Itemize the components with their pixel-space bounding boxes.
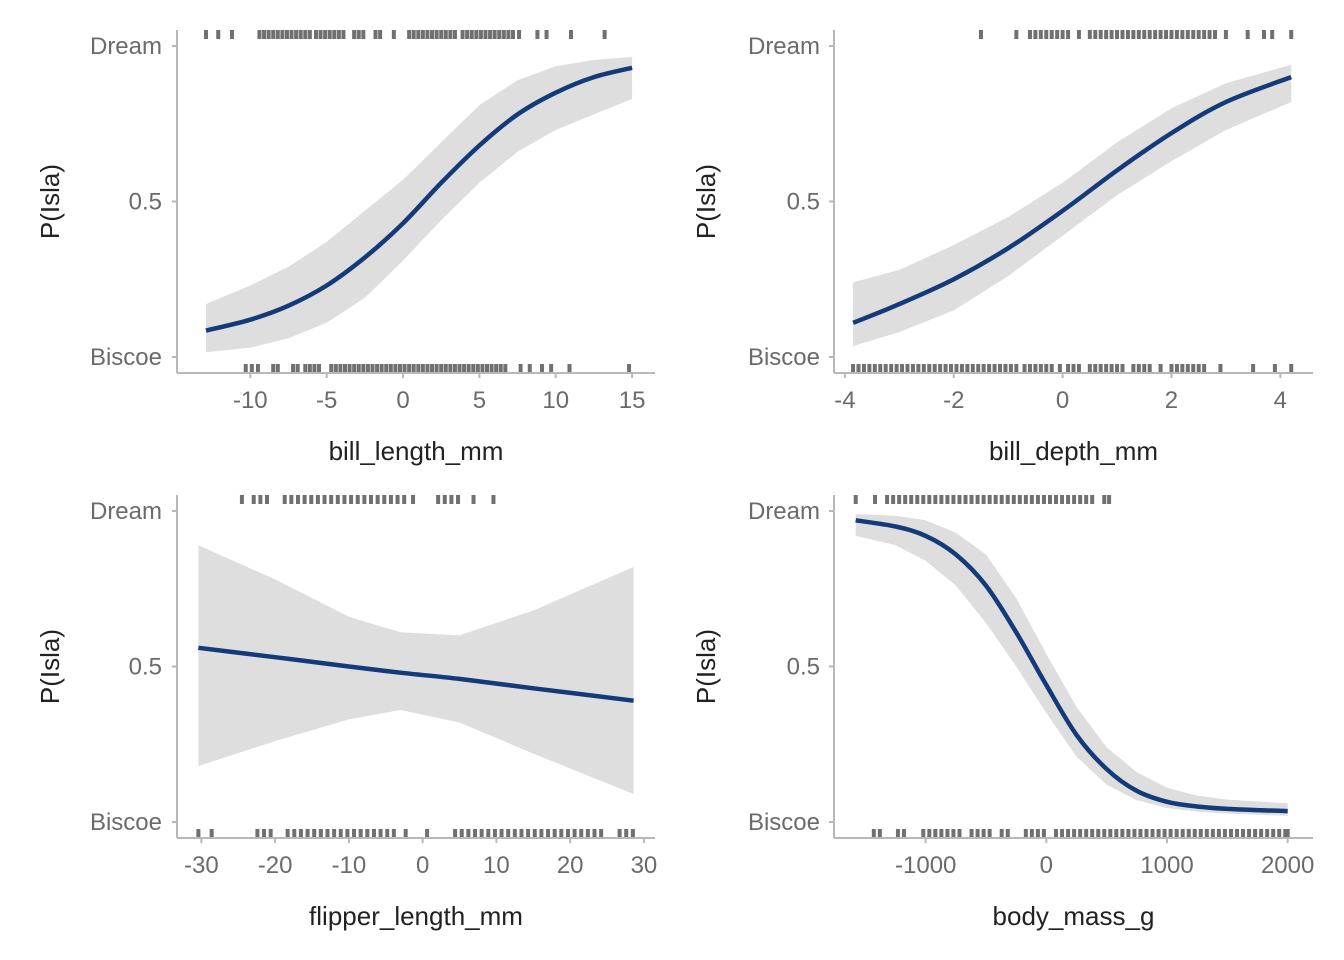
x-tick-label: 1000 bbox=[1140, 852, 1193, 879]
chart-panel-3: -30 -20 -10 0 10 20 30 Biscoe 0.5 Dream flipper_le… bbox=[35, 495, 657, 931]
y-tick-label: Biscoe bbox=[748, 344, 820, 371]
y-tick-label: 0.5 bbox=[787, 654, 820, 681]
y-tick-label: 0.5 bbox=[129, 189, 162, 216]
x-tick-label: 15 bbox=[619, 387, 646, 414]
x-tick-label: 4 bbox=[1274, 387, 1287, 414]
x-tick-label: 0 bbox=[396, 387, 409, 414]
fitted-probability-line bbox=[205, 65, 633, 333]
x-tick-label: 10 bbox=[542, 387, 569, 414]
x-tick-label: 20 bbox=[557, 852, 584, 879]
x-axis-title: body_mass_g bbox=[993, 901, 1155, 931]
x-tick-label: -30 bbox=[184, 852, 219, 879]
fitted-probability-line bbox=[852, 74, 1292, 325]
x-tick-label: 30 bbox=[631, 852, 658, 879]
x-tick-label: 10 bbox=[483, 852, 510, 879]
chart-panel-4: -1000 0 1000 2000 Biscoe 0.5 Dream body_mass_g P… bbox=[691, 495, 1314, 931]
y-tick-label: Dream bbox=[90, 498, 162, 525]
y-tick-label: Biscoe bbox=[90, 344, 162, 371]
y-axis-title: P(Isla) bbox=[691, 629, 721, 704]
x-tick-label: 0 bbox=[1040, 852, 1053, 879]
x-tick-label: 0 bbox=[416, 852, 429, 879]
chart-panel-1: -10 -5 0 5 10 15 Biscoe 0.5 Dream bill_length_mm P… bbox=[35, 30, 655, 466]
x-tick-label: -10 bbox=[233, 387, 268, 414]
y-tick-label: 0.5 bbox=[129, 654, 162, 681]
x-tick-label: -10 bbox=[332, 852, 367, 879]
fitted-probability-line bbox=[198, 645, 634, 703]
x-tick-label: 2000 bbox=[1261, 852, 1314, 879]
fitted-probability-line bbox=[855, 518, 1288, 814]
y-tick-label: Dream bbox=[748, 498, 820, 525]
y-axis-title: P(Isla) bbox=[35, 164, 65, 239]
y-axis-title: P(Isla) bbox=[35, 629, 65, 704]
x-axis-title: bill_depth_mm bbox=[989, 436, 1158, 466]
x-axis-title: bill_length_mm bbox=[329, 436, 504, 466]
x-axis-title: flipper_length_mm bbox=[309, 901, 523, 931]
chart-panel-2: -4 -2 0 2 4 Biscoe 0.5 Dream bill_depth_mm P(Isla… bbox=[691, 30, 1313, 466]
x-tick-label: 2 bbox=[1165, 387, 1178, 414]
y-tick-label: Biscoe bbox=[90, 809, 162, 836]
y-tick-label: Dream bbox=[748, 33, 820, 60]
y-tick-label: Dream bbox=[90, 33, 162, 60]
x-tick-label: 5 bbox=[473, 387, 486, 414]
y-tick-label: Biscoe bbox=[748, 809, 820, 836]
x-tick-label: -2 bbox=[943, 387, 964, 414]
x-tick-label: -5 bbox=[316, 387, 337, 414]
x-tick-label: -20 bbox=[258, 852, 293, 879]
x-tick-label: -1000 bbox=[895, 852, 956, 879]
x-tick-label: 0 bbox=[1056, 387, 1069, 414]
confidence-band bbox=[855, 514, 1288, 816]
x-tick-label: -4 bbox=[834, 387, 855, 414]
y-axis-title: P(Isla) bbox=[691, 164, 721, 239]
confidence-band bbox=[198, 545, 634, 794]
y-tick-label: 0.5 bbox=[787, 189, 820, 216]
